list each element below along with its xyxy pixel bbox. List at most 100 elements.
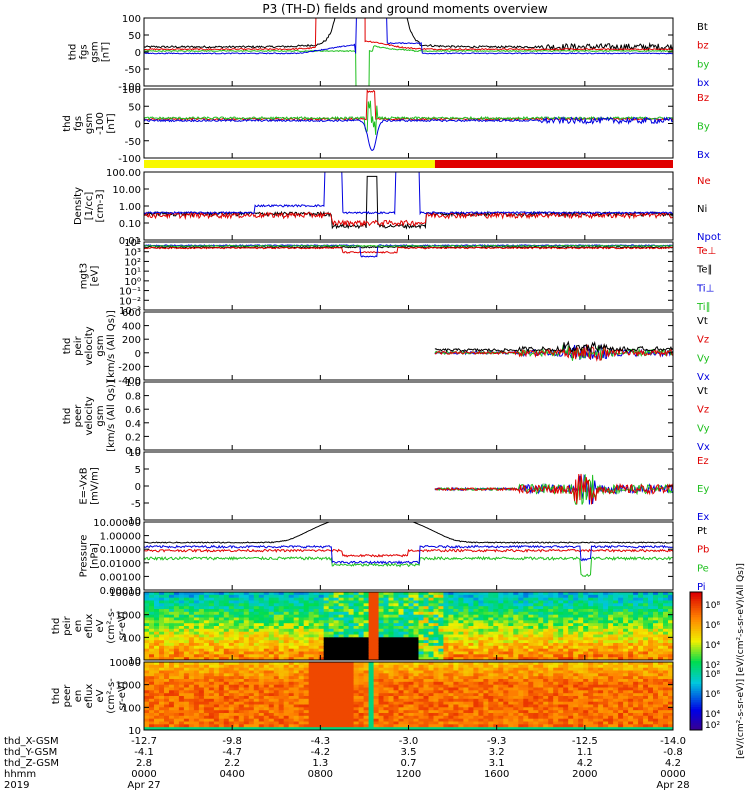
heatmap-cell	[528, 600, 534, 604]
heatmap-cell	[188, 628, 195, 633]
heatmap-cell	[518, 603, 524, 607]
heatmap-cell	[618, 592, 624, 596]
heatmap-cell	[263, 634, 270, 638]
heatmap-cell	[558, 609, 564, 613]
heatmap-cell	[548, 645, 554, 650]
heatmap-cell	[338, 693, 345, 697]
y-tick-label: 0	[135, 482, 141, 493]
heatmap-cell	[188, 670, 195, 674]
heatmap-cell	[478, 664, 484, 669]
heatmap-cell	[283, 690, 290, 694]
heatmap-cell	[533, 670, 539, 674]
heatmap-cell	[144, 640, 150, 644]
heatmap-cell	[478, 609, 484, 613]
heatmap-cell	[538, 715, 544, 720]
heatmap-cell	[233, 631, 240, 636]
heatmap-cell	[278, 603, 285, 607]
heatmap-cell	[203, 603, 210, 607]
heatmap-cell	[463, 664, 469, 669]
heatmap-cell	[418, 628, 425, 633]
heatmap-cell	[373, 597, 380, 602]
heatmap-cell	[563, 721, 569, 725]
heatmap-cell	[159, 648, 165, 653]
heatmap-cell	[333, 609, 340, 613]
heatmap-cell	[223, 721, 230, 725]
heatmap-cell	[173, 696, 180, 700]
heatmap-cell	[638, 651, 644, 655]
heatmap-cell	[368, 681, 375, 686]
heatmap-cell	[149, 623, 155, 627]
heatmap-cell	[503, 657, 509, 660]
heatmap-cell	[543, 628, 549, 633]
heatmap-cell	[458, 664, 464, 669]
heatmap-cell	[543, 721, 549, 725]
heatmap-cell	[218, 673, 225, 677]
heatmap-cell	[308, 704, 315, 708]
heatmap-cell	[193, 721, 200, 725]
heatmap-cell	[323, 609, 330, 613]
heatmap-cell	[228, 654, 235, 658]
heatmap-cell	[318, 643, 325, 647]
heatmap-cell	[603, 600, 609, 604]
heatmap-cell	[463, 684, 469, 689]
heatmap-cell	[658, 600, 664, 604]
heatmap-cell	[383, 614, 390, 619]
heatmap-cell	[193, 637, 200, 641]
heatmap-cell	[523, 651, 529, 655]
heatmap-cell	[263, 648, 270, 653]
heatmap-cell	[154, 648, 160, 653]
heatmap-cell	[413, 648, 420, 653]
heatmap-cell	[343, 673, 350, 677]
heatmap-cell	[528, 651, 534, 655]
heatmap-cell	[543, 631, 549, 636]
heatmap-cell	[433, 645, 440, 650]
heatmap-cell	[553, 657, 559, 660]
heatmap-cell	[333, 701, 340, 706]
heatmap-cell	[348, 597, 355, 602]
heatmap-cell	[448, 715, 454, 720]
heatmap-cell	[333, 628, 340, 633]
heatmap-cell	[223, 704, 230, 708]
heatmap-cell	[149, 634, 155, 638]
panel-peir_eflux: 10000100010010thdpeirenefluxeV(cm²-s-sr-…	[51, 588, 674, 667]
heatmap-cell	[223, 673, 230, 677]
heatmap-cell	[488, 676, 494, 680]
heatmap-cell	[398, 664, 405, 669]
heatmap-cell	[149, 667, 155, 672]
heatmap-cell	[183, 662, 190, 666]
heatmap-cell	[543, 698, 549, 703]
heatmap-cell	[213, 667, 220, 672]
heatmap-cell	[223, 713, 230, 717]
heatmap-cell	[159, 643, 165, 647]
heatmap-cell	[598, 606, 604, 610]
heatmap-cell	[458, 594, 464, 599]
heatmap-cell	[513, 628, 519, 633]
heatmap-cell	[628, 657, 634, 660]
heatmap-cell	[218, 637, 225, 641]
heatmap-cell	[308, 617, 315, 621]
heatmap-cell	[428, 606, 435, 610]
heatmap-cell	[573, 617, 579, 621]
heatmap-cell	[353, 690, 360, 694]
heatmap-cell	[358, 707, 365, 711]
heatmap-cell	[173, 648, 180, 653]
heatmap-cell	[533, 645, 539, 650]
heatmap-cell	[173, 606, 180, 610]
heatmap-cell	[653, 634, 659, 638]
heatmap-cell	[393, 617, 400, 621]
heatmap-cell	[523, 679, 529, 683]
heatmap-cell	[198, 662, 205, 666]
heatmap-cell	[603, 634, 609, 638]
heatmap-cell	[668, 609, 673, 613]
heatmap-cell	[638, 592, 644, 596]
heatmap-cell	[243, 698, 250, 703]
heatmap-cell	[243, 654, 250, 658]
heatmap-cell	[198, 620, 205, 624]
heatmap-cell	[323, 679, 330, 683]
heatmap-cell	[313, 628, 320, 633]
heatmap-cell	[358, 657, 365, 660]
heatmap-cell	[378, 701, 385, 706]
y-axis-label-line: gsm	[84, 113, 95, 134]
heatmap-cell	[198, 628, 205, 633]
heatmap-cell	[208, 715, 215, 720]
